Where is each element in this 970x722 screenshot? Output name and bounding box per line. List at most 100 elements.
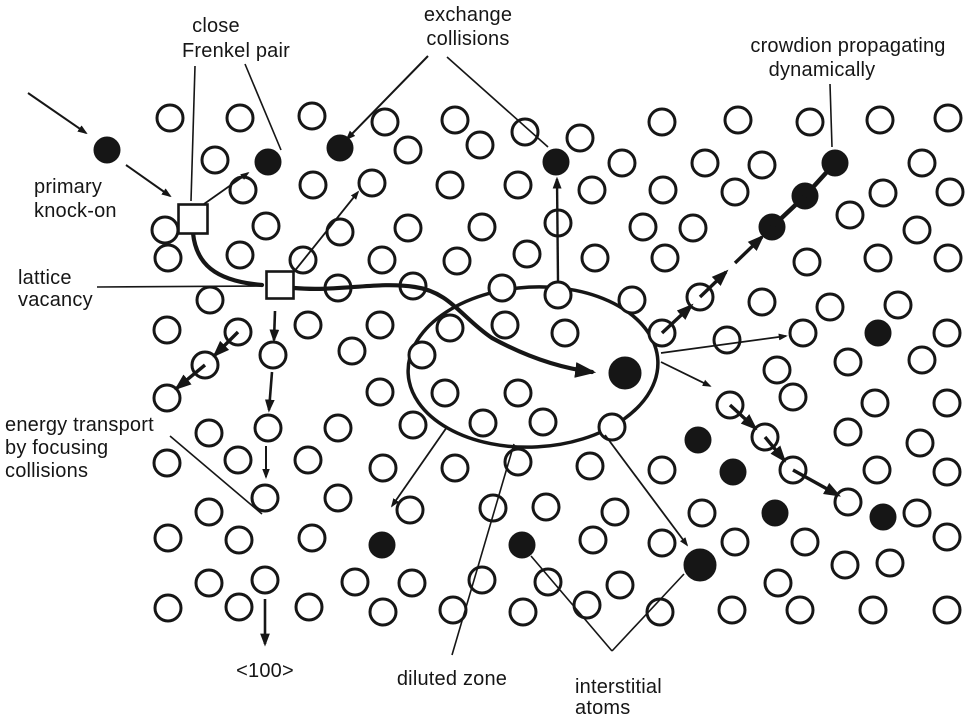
lattice-atom bbox=[194, 497, 224, 527]
lattice-atom bbox=[790, 527, 820, 557]
leader-close-frenkel-to-vacancy bbox=[190, 65, 196, 202]
interstitial-atom bbox=[864, 319, 892, 347]
interstitial-atom bbox=[93, 136, 121, 164]
lattice-atom bbox=[863, 243, 893, 273]
lattice-atom bbox=[365, 377, 395, 407]
lattice-atom bbox=[225, 240, 255, 270]
label-primary-knock-on: primary knock-on bbox=[34, 176, 117, 222]
lattice-atom bbox=[224, 525, 254, 555]
lattice-atom bbox=[337, 336, 367, 366]
lattice-atom bbox=[503, 378, 533, 408]
lattice-atom bbox=[907, 148, 937, 178]
chain-replacement-3 bbox=[792, 468, 841, 497]
label-crowdion-propagating: crowdion propagating dynamically bbox=[750, 35, 945, 81]
lattice-atom bbox=[577, 175, 607, 205]
path-cascade-into-diluted-zone bbox=[291, 283, 597, 378]
lattice-atom bbox=[575, 451, 605, 481]
leader-diluted-zone bbox=[451, 443, 515, 656]
lattice-atom bbox=[932, 522, 962, 552]
lattice-atom bbox=[395, 495, 425, 525]
lattice-atom bbox=[833, 487, 863, 517]
lattice-atom bbox=[323, 483, 353, 513]
lattice-atom bbox=[152, 448, 182, 478]
lattice-atom bbox=[720, 177, 750, 207]
lattice-atom bbox=[340, 567, 370, 597]
lattice-atom bbox=[153, 523, 183, 553]
lattice-atom bbox=[503, 170, 533, 200]
lattice-atom bbox=[430, 378, 460, 408]
lattice-atom bbox=[153, 593, 183, 623]
lattice-atom bbox=[200, 145, 230, 175]
collision-paths-and-arrows bbox=[27, 55, 841, 656]
lattice-atom bbox=[883, 290, 913, 320]
lattice-atom bbox=[155, 103, 185, 133]
lattice-atom bbox=[905, 428, 935, 458]
lattice-atom bbox=[357, 168, 387, 198]
lattice-atom bbox=[251, 211, 281, 241]
label-interstitial-atoms: interstitial atoms bbox=[575, 676, 662, 719]
lattice-atom bbox=[225, 103, 255, 133]
lattice-atom bbox=[763, 568, 793, 598]
lattice-atom bbox=[600, 497, 630, 527]
chain-replacement-2 bbox=[763, 435, 787, 463]
lattice-atom bbox=[862, 455, 892, 485]
lattice-atom bbox=[648, 175, 678, 205]
interstitial-atom bbox=[719, 458, 747, 486]
lattice-atom bbox=[325, 217, 355, 247]
ejected-interstitial-atom bbox=[683, 548, 717, 582]
lattice-atom bbox=[435, 170, 465, 200]
lattice-atom bbox=[293, 310, 323, 340]
lattice-atom bbox=[528, 407, 558, 437]
interstitial-atom bbox=[254, 148, 282, 176]
lattice-atom bbox=[503, 447, 533, 477]
lattice-atom bbox=[152, 315, 182, 345]
lattice-atom bbox=[650, 243, 680, 273]
diluted-zone-ellipse bbox=[406, 285, 660, 449]
lattice-atom bbox=[607, 148, 637, 178]
lattice-atom bbox=[224, 592, 254, 622]
lattice-atom bbox=[435, 313, 465, 343]
lattice-atom bbox=[932, 388, 962, 418]
lattice-atom bbox=[858, 595, 888, 625]
leader-interstitial-right bbox=[611, 573, 685, 652]
lattice-atom bbox=[860, 388, 890, 418]
label-miller-direction: <100> bbox=[236, 660, 294, 682]
lattice-atom bbox=[253, 413, 283, 443]
lattice-atom bbox=[293, 445, 323, 475]
lattice-atom bbox=[875, 548, 905, 578]
lattice-atom bbox=[712, 325, 742, 355]
lattice-atom bbox=[565, 123, 595, 153]
lattice-atom bbox=[323, 413, 353, 443]
lattice-atom bbox=[440, 453, 470, 483]
arrow-vacancy-to-interstitial bbox=[203, 171, 250, 205]
lattice-atom bbox=[902, 498, 932, 528]
lattice-atom bbox=[833, 417, 863, 447]
leader-interstitial-left bbox=[530, 555, 613, 652]
lattice-atom bbox=[152, 383, 182, 413]
lattice-atom bbox=[297, 101, 327, 131]
arrow-exchange-into-interstitial bbox=[345, 55, 429, 141]
lattice-atom bbox=[815, 292, 845, 322]
label-diluted-zone: diluted zone bbox=[397, 668, 507, 690]
lattice-atom bbox=[467, 565, 497, 595]
arrow-incoming-pka bbox=[27, 92, 88, 135]
lattice-atom bbox=[478, 493, 508, 523]
lattice-atom bbox=[717, 595, 747, 625]
lattice-atom bbox=[194, 418, 224, 448]
lattice-atom bbox=[580, 243, 610, 273]
leader-exchange-right bbox=[446, 56, 549, 148]
lattice-atom bbox=[792, 247, 822, 277]
chain-focus-left-2 bbox=[174, 363, 207, 391]
interstitial-atom bbox=[761, 499, 789, 527]
lattice-atom bbox=[628, 212, 658, 242]
lattice-atom bbox=[250, 483, 280, 513]
lattice-atom bbox=[830, 550, 860, 580]
lattice-atom bbox=[645, 597, 675, 627]
lattice-atom bbox=[605, 570, 635, 600]
lattice-atom bbox=[397, 568, 427, 598]
lattice-atom bbox=[543, 280, 573, 310]
lattice-atom bbox=[398, 410, 428, 440]
lattice-atom bbox=[835, 200, 865, 230]
